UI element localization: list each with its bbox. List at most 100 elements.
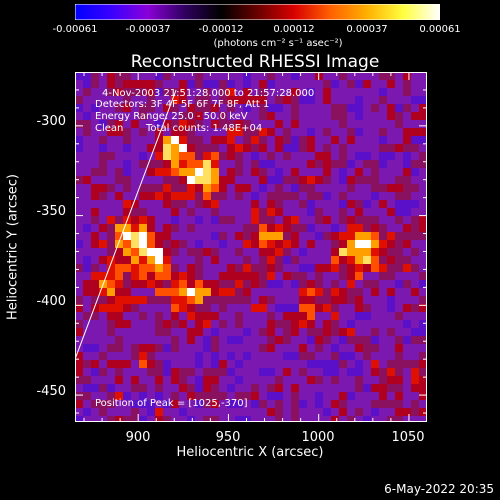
heatmap-cell xyxy=(395,80,404,89)
heatmap-cell xyxy=(251,104,260,113)
heatmap-cell xyxy=(323,400,332,409)
heatmap-cell xyxy=(155,184,164,193)
heatmap-cell xyxy=(403,80,412,89)
heatmap-cell xyxy=(91,336,100,345)
heatmap-cell xyxy=(107,232,116,241)
heatmap-cell xyxy=(299,296,308,305)
heatmap-cell xyxy=(323,112,332,121)
y-tick-label: -450 xyxy=(36,384,66,399)
heatmap-cell xyxy=(291,216,300,225)
heatmap-cell xyxy=(387,368,396,377)
heatmap-cell xyxy=(355,408,364,417)
heatmap-cell xyxy=(243,344,252,353)
heatmap-cell xyxy=(275,208,284,217)
heatmap-cell xyxy=(115,168,124,177)
heatmap-cell xyxy=(331,192,340,201)
heatmap-cell xyxy=(155,400,164,409)
heatmap-cell xyxy=(379,88,388,97)
heatmap-cell xyxy=(411,112,420,121)
heatmap-cell xyxy=(347,272,356,281)
heatmap-cell xyxy=(363,312,372,321)
heatmap-cell xyxy=(131,248,140,257)
heatmap-cell xyxy=(267,304,276,313)
colorbar-tick: 0.00061 xyxy=(419,24,461,35)
heatmap-cell xyxy=(323,152,332,161)
heatmap-cell xyxy=(387,312,396,321)
heatmap-cell xyxy=(115,408,124,417)
heatmap-cell xyxy=(283,360,292,369)
heatmap-cell xyxy=(203,160,212,169)
heatmap-cell xyxy=(395,104,404,113)
heatmap-cell xyxy=(251,136,260,145)
heatmap-cell xyxy=(339,320,348,329)
heatmap-cell xyxy=(99,192,108,201)
heatmap-cell xyxy=(363,72,372,81)
heatmap-cell xyxy=(195,376,204,385)
heatmap-cell xyxy=(339,200,348,209)
heatmap-cell xyxy=(331,96,340,105)
heatmap-cell xyxy=(107,248,116,257)
heatmap-cell xyxy=(395,248,404,257)
heatmap-cell xyxy=(195,96,204,105)
heatmap-cell xyxy=(219,272,228,281)
heatmap-cell xyxy=(179,240,188,249)
heatmap-cell xyxy=(267,104,276,113)
heatmap-cell xyxy=(155,328,164,337)
heatmap-cell xyxy=(371,152,380,161)
heatmap-cell xyxy=(371,200,380,209)
heatmap-cell xyxy=(379,80,388,89)
heatmap-cell xyxy=(347,224,356,233)
heatmap-cell xyxy=(115,400,124,409)
heatmap-cell xyxy=(115,352,124,361)
heatmap-cell xyxy=(203,72,212,81)
heatmap-cell xyxy=(123,320,132,329)
annotation-time-range: 4-Nov-2003 21:51:28.000 to 21:57:28.000 xyxy=(102,88,315,99)
heatmap-cell xyxy=(139,272,148,281)
heatmap-cell xyxy=(403,320,412,329)
heatmap-cell xyxy=(211,120,220,129)
heatmap-cell xyxy=(379,352,388,361)
heatmap-cell xyxy=(99,288,108,297)
heatmap-cell xyxy=(179,216,188,225)
heatmap-cell xyxy=(131,200,140,209)
heatmap-cell xyxy=(379,288,388,297)
heatmap-cell xyxy=(411,256,420,265)
heatmap-cell xyxy=(227,176,236,185)
heatmap-cell xyxy=(315,184,324,193)
heatmap-cell xyxy=(355,336,364,345)
annotation-peak-position: Position of Peak = [1025,-370] xyxy=(95,398,248,409)
heatmap-cell xyxy=(387,88,396,97)
heatmap-cell xyxy=(339,168,348,177)
heatmap-cell xyxy=(387,200,396,209)
heatmap-cell xyxy=(299,288,308,297)
heatmap-cell xyxy=(187,152,196,161)
heatmap-cell xyxy=(219,416,228,422)
heatmap-cell xyxy=(115,72,124,81)
heatmap-cell xyxy=(187,104,196,113)
heatmap-cell xyxy=(203,416,212,422)
heatmap-cell xyxy=(387,120,396,129)
heatmap-cell xyxy=(227,240,236,249)
heatmap-cell xyxy=(355,384,364,393)
colorbar-tick: -0.00012 xyxy=(198,24,244,35)
heatmap-cell xyxy=(243,408,252,417)
heatmap-cell xyxy=(147,384,156,393)
heatmap-cell xyxy=(195,320,204,329)
heatmap-cell xyxy=(355,72,364,81)
heatmap-cell xyxy=(91,176,100,185)
heatmap-cell xyxy=(91,104,100,113)
heatmap-cell xyxy=(259,408,268,417)
heatmap-cell xyxy=(331,392,340,401)
heatmap-cell xyxy=(243,88,252,97)
heatmap-cell xyxy=(227,368,236,377)
heatmap-cell xyxy=(139,224,148,233)
heatmap-cell xyxy=(419,88,427,97)
heatmap-cell xyxy=(339,400,348,409)
heatmap-cell xyxy=(179,176,188,185)
heatmap-cell xyxy=(411,104,420,113)
heatmap-cell xyxy=(187,168,196,177)
heatmap-cell xyxy=(259,232,268,241)
heatmap-cell xyxy=(363,392,372,401)
heatmap-cell xyxy=(267,128,276,137)
heatmap-cell xyxy=(235,296,244,305)
